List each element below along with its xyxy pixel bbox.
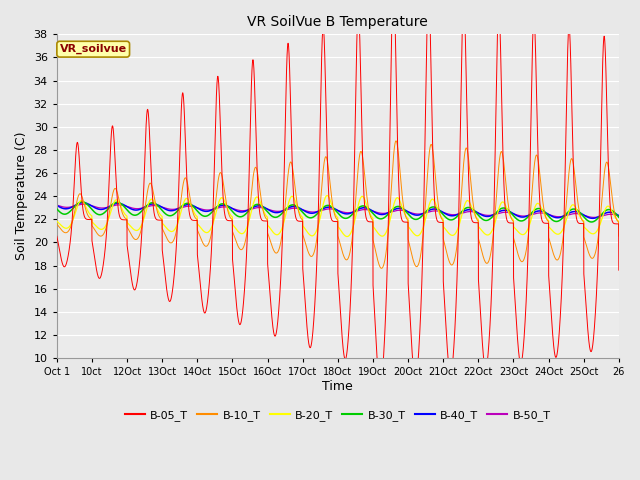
B-20_T: [468, 206, 476, 212]
B-10_T: [150, 191, 157, 197]
B-40_T: [468, 207, 476, 213]
B-20_T: [485, 232, 493, 238]
B-40_T: [428, 206, 436, 212]
B-10_T: [392, 138, 400, 144]
B-05_T: [417, 312, 424, 318]
B-50_T: [417, 211, 424, 217]
B-30_T: [78, 199, 86, 204]
Legend: B-05_T, B-10_T, B-20_T, B-30_T, B-40_T, B-50_T: B-05_T, B-10_T, B-20_T, B-30_T, B-40_T, …: [120, 406, 556, 425]
B-20_T: [53, 218, 61, 224]
B-40_T: [79, 200, 87, 205]
Line: B-10_T: B-10_T: [57, 141, 619, 268]
B-40_T: [417, 212, 424, 217]
B-20_T: [323, 192, 331, 198]
B-10_T: [615, 233, 623, 239]
Line: B-05_T: B-05_T: [57, 0, 619, 386]
B-10_T: [417, 252, 424, 258]
B-20_T: [343, 234, 351, 240]
B-05_T: [428, 108, 436, 113]
B-10_T: [493, 183, 501, 189]
B-50_T: [468, 209, 476, 215]
B-05_T: [376, 383, 384, 389]
Line: B-30_T: B-30_T: [57, 202, 619, 222]
B-50_T: [80, 201, 88, 207]
Title: VR SoilVue B Temperature: VR SoilVue B Temperature: [248, 15, 428, 29]
B-05_T: [485, 341, 493, 347]
B-40_T: [150, 201, 157, 207]
B-40_T: [493, 210, 501, 216]
B-50_T: [428, 208, 436, 214]
B-10_T: [378, 265, 385, 271]
B-20_T: [417, 230, 424, 236]
B-10_T: [485, 258, 493, 264]
B-50_T: [590, 215, 598, 220]
B-05_T: [53, 233, 61, 239]
B-30_T: [493, 209, 501, 215]
B-05_T: [493, 42, 501, 48]
Line: B-20_T: B-20_T: [57, 195, 619, 237]
B-10_T: [468, 195, 476, 201]
B-05_T: [468, 218, 476, 224]
B-40_T: [53, 203, 61, 208]
B-40_T: [589, 216, 596, 221]
B-05_T: [150, 206, 157, 212]
Line: B-50_T: B-50_T: [57, 204, 619, 217]
B-30_T: [417, 215, 424, 220]
B-50_T: [615, 213, 623, 219]
B-10_T: [53, 221, 61, 227]
B-30_T: [428, 204, 436, 210]
B-20_T: [150, 198, 157, 204]
B-40_T: [485, 214, 493, 219]
B-30_T: [615, 215, 623, 220]
Y-axis label: Soil Temperature (C): Soil Temperature (C): [15, 132, 28, 261]
B-10_T: [428, 143, 436, 148]
B-20_T: [428, 196, 436, 202]
B-50_T: [150, 203, 157, 208]
B-50_T: [485, 213, 493, 218]
B-40_T: [615, 213, 623, 218]
B-30_T: [485, 217, 493, 223]
B-50_T: [53, 202, 61, 208]
B-30_T: [53, 206, 61, 212]
B-20_T: [493, 212, 501, 217]
B-30_T: [150, 200, 157, 206]
Line: B-40_T: B-40_T: [57, 203, 619, 218]
B-50_T: [493, 211, 501, 216]
X-axis label: Time: Time: [323, 380, 353, 393]
B-20_T: [615, 224, 623, 229]
B-05_T: [615, 267, 623, 273]
Text: VR_soilvue: VR_soilvue: [60, 44, 127, 54]
B-30_T: [468, 206, 476, 212]
B-30_T: [588, 219, 595, 225]
